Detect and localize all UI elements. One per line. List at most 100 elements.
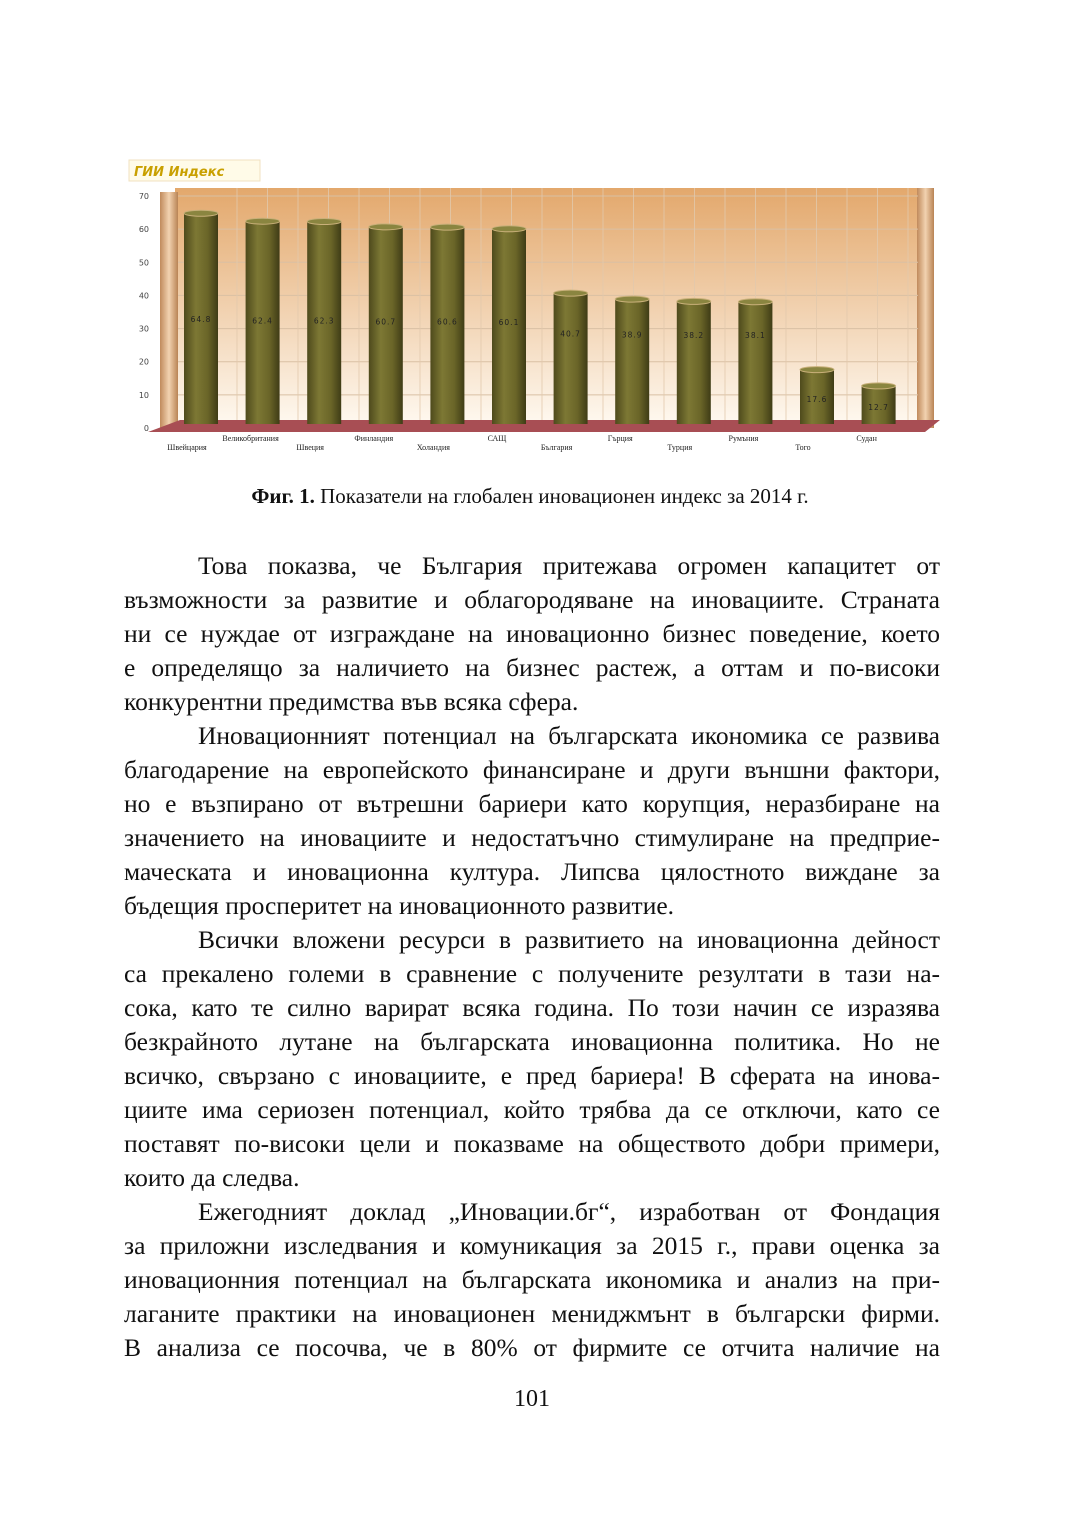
bar-body bbox=[553, 293, 588, 424]
x-tick-label: Того bbox=[795, 443, 810, 452]
bar: 62.4 bbox=[245, 217, 281, 424]
bar-top bbox=[429, 223, 465, 231]
text-line: иновационния потенциал на българската ик… bbox=[124, 1265, 940, 1294]
data-label: 38.1 bbox=[745, 331, 766, 340]
text-line: В анализа се посочва, че в 80% от фирмит… bbox=[124, 1333, 940, 1362]
x-tick-label: Великобритания bbox=[222, 434, 279, 443]
y-tick-label: 20 bbox=[139, 358, 149, 367]
data-label: 64.8 bbox=[191, 315, 212, 324]
text-line: Това показва, че България притежава огро… bbox=[198, 551, 940, 580]
x-tick-label: Финландия bbox=[354, 434, 393, 443]
x-tick-label: Гърция bbox=[608, 434, 633, 443]
x-tick-label: Холандия bbox=[417, 443, 450, 452]
data-label: 60.1 bbox=[499, 318, 520, 327]
text-line: сока, като те силно варират всяка година… bbox=[124, 993, 940, 1022]
x-tick-label: Турция bbox=[667, 443, 692, 452]
bar: 38.2 bbox=[676, 297, 712, 424]
bar: 64.8 bbox=[183, 209, 219, 424]
data-label: 60.7 bbox=[375, 317, 396, 326]
data-label: 40.7 bbox=[560, 329, 581, 338]
caption-label: Фиг. 1. bbox=[251, 484, 315, 508]
data-label: 38.9 bbox=[622, 331, 643, 340]
bar-body bbox=[861, 385, 896, 424]
text-line: циите има сериозен потенциал, който тряб… bbox=[124, 1095, 940, 1124]
text-line: конкурентни предимства във всяка сфера. bbox=[124, 687, 579, 716]
y-tick-label: 50 bbox=[139, 258, 149, 267]
data-label: 62.3 bbox=[314, 317, 335, 326]
bar: 12.7 bbox=[861, 382, 897, 424]
y-tick-label: 70 bbox=[139, 192, 149, 201]
bar-top bbox=[491, 225, 527, 233]
text-line: за приложни изследвания и комуникация за… bbox=[124, 1231, 940, 1260]
bar-top bbox=[306, 218, 342, 226]
text-line: значението на иновациите и недостатъчно … bbox=[124, 823, 940, 852]
y-tick-label: 10 bbox=[139, 391, 149, 400]
bar-body bbox=[307, 221, 342, 424]
x-tick-label: САЩ bbox=[488, 434, 507, 443]
text-line: Всички вложени ресурси в развитието на и… bbox=[198, 925, 940, 954]
bar-body bbox=[368, 226, 403, 424]
text-line: безкрайното лутане на българската иновац… bbox=[124, 1027, 940, 1056]
text-line: ни се нуждае от изграждане на иновационн… bbox=[124, 619, 940, 648]
text-line: всичко, свързано с иновациите, е пред ба… bbox=[124, 1061, 940, 1090]
bar-top bbox=[799, 366, 835, 374]
chart-title: ГИИ Индекс bbox=[134, 165, 225, 180]
text-line: Ежегодният доклад „Иновации.бг“, изработ… bbox=[198, 1197, 940, 1226]
data-label: 62.4 bbox=[252, 316, 273, 325]
caption-text: Показатели на глобален иновационен индек… bbox=[314, 484, 809, 508]
data-label: 60.6 bbox=[437, 318, 458, 327]
data-label: 17.6 bbox=[807, 395, 828, 404]
bar: 62.3 bbox=[306, 218, 342, 424]
text-line: възможности за развитие и облагородяване… bbox=[124, 585, 940, 614]
page-number: 101 bbox=[514, 1386, 550, 1412]
y-tick-label: 60 bbox=[139, 225, 149, 234]
text-line: благодарение на европейското финансиране… bbox=[124, 755, 940, 784]
text-line: които да следва. bbox=[124, 1163, 300, 1192]
bar-top bbox=[368, 223, 404, 231]
right-wall bbox=[917, 188, 934, 428]
text-line: бъдещия просперитет на иновационното раз… bbox=[124, 891, 675, 920]
x-tick-label: Судан bbox=[856, 434, 877, 443]
y-tick-label: 30 bbox=[139, 325, 149, 334]
bar-body bbox=[184, 213, 218, 424]
x-tick-label: България bbox=[541, 443, 573, 452]
bar: 40.7 bbox=[553, 289, 589, 424]
text-line: маческата и иновационна култура. Липсва … bbox=[124, 857, 940, 886]
bar: 38.1 bbox=[737, 298, 773, 424]
body-text: Това показва, че България притежава огро… bbox=[124, 549, 940, 1365]
bar-body bbox=[492, 228, 526, 424]
y-tick-label: 40 bbox=[139, 291, 149, 300]
x-tick-label: Румъния bbox=[729, 434, 759, 443]
text-line: лаганите практики на иновационен мениджм… bbox=[124, 1299, 940, 1328]
bar: 38.9 bbox=[614, 295, 650, 424]
text-line: са прекалено големи в сравнение с получе… bbox=[124, 959, 940, 988]
bar-body bbox=[738, 301, 773, 424]
bar-top bbox=[614, 295, 650, 303]
bar-body bbox=[800, 369, 834, 424]
bar-body bbox=[615, 299, 650, 424]
text-line: но е възпирано от вътрешни бариери като … bbox=[124, 789, 940, 818]
data-label: 12.7 bbox=[868, 403, 889, 412]
bar-top bbox=[676, 297, 712, 305]
gii-bar-chart: ГИИ Индекс 0 10 20 30 40 50 60 70 64.8 62.4 62.3 6… bbox=[128, 159, 940, 452]
figure-caption: Фиг. 1. Показатели на глобален иновацион… bbox=[0, 484, 1060, 509]
text-line: Иновационният потенциал на българската и… bbox=[198, 721, 940, 750]
bar-top bbox=[183, 209, 219, 217]
plot-background bbox=[175, 188, 920, 428]
bar-top bbox=[553, 289, 589, 297]
y-tick-label: 0 bbox=[144, 424, 149, 433]
data-label: 38.2 bbox=[683, 331, 704, 340]
chart-title-box: ГИИ Индекс bbox=[128, 159, 261, 182]
bar-body bbox=[245, 221, 280, 424]
bar-top bbox=[737, 298, 773, 306]
left-wall bbox=[160, 192, 178, 430]
bar-body bbox=[676, 301, 711, 424]
x-tick-label: Швеция bbox=[296, 443, 324, 452]
bar: 60.7 bbox=[368, 223, 404, 424]
text-line: е определящо за наличието на бизнес раст… bbox=[124, 653, 940, 682]
text-line: поставят по-високи цели и показваме на о… bbox=[124, 1129, 940, 1158]
bar-body bbox=[430, 227, 465, 424]
bar: 17.6 bbox=[799, 366, 835, 424]
bar-top bbox=[861, 382, 897, 390]
x-tick-label: Швейцария bbox=[167, 443, 207, 452]
